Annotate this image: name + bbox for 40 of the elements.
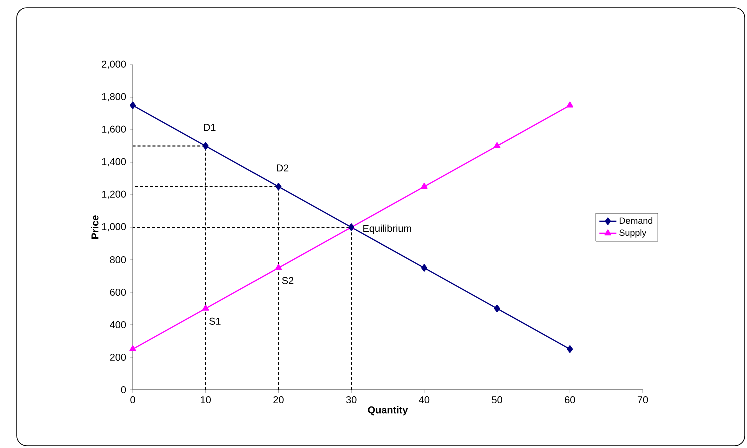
y-tick-label: 400 [110, 321, 126, 329]
x-axis-title: Quantity [368, 406, 408, 416]
x-tick-label: 60 [565, 396, 576, 404]
point [275, 264, 282, 270]
point [421, 264, 428, 272]
point [130, 102, 136, 110]
y-tick-label: 0 [121, 386, 126, 394]
x-tick-label: 30 [346, 396, 357, 404]
point [130, 346, 136, 352]
y-tick-label: 1,600 [102, 126, 126, 134]
point [202, 304, 210, 311]
annotation: S2 [282, 277, 294, 284]
point [421, 183, 428, 190]
x-tick-label: 0 [130, 396, 136, 404]
point [567, 346, 574, 354]
point [494, 142, 501, 148]
point [202, 142, 209, 150]
annotation: D1 [204, 124, 216, 132]
annotation: S1 [210, 318, 221, 325]
x-tick-label: 70 [638, 396, 648, 404]
y-tick-label: 2,000 [102, 60, 126, 70]
x-tick-label: 40 [419, 396, 430, 404]
y-tick-label: 1,400 [102, 158, 126, 167]
x-tick-label: 20 [274, 396, 284, 404]
x-tick-label: 10 [201, 396, 212, 404]
y-tick-label: 1,000 [102, 223, 126, 232]
y-tick-label: 200 [110, 354, 126, 362]
point [566, 102, 574, 108]
y-axis-title: Price [91, 216, 99, 239]
legend-label: Demand [620, 218, 653, 224]
y-tick-label: 800 [110, 256, 126, 264]
legend-label: Supply [620, 229, 647, 238]
annotation: Equilibrium [364, 224, 412, 234]
x-tick-label: 50 [492, 396, 502, 404]
y-tick-label: 600 [110, 288, 126, 296]
point [494, 304, 500, 313]
point [276, 183, 282, 191]
y-tick-label: 1,800 [102, 93, 126, 102]
annotation: D2 [277, 164, 289, 172]
y-tick-label: 1,200 [102, 190, 126, 200]
